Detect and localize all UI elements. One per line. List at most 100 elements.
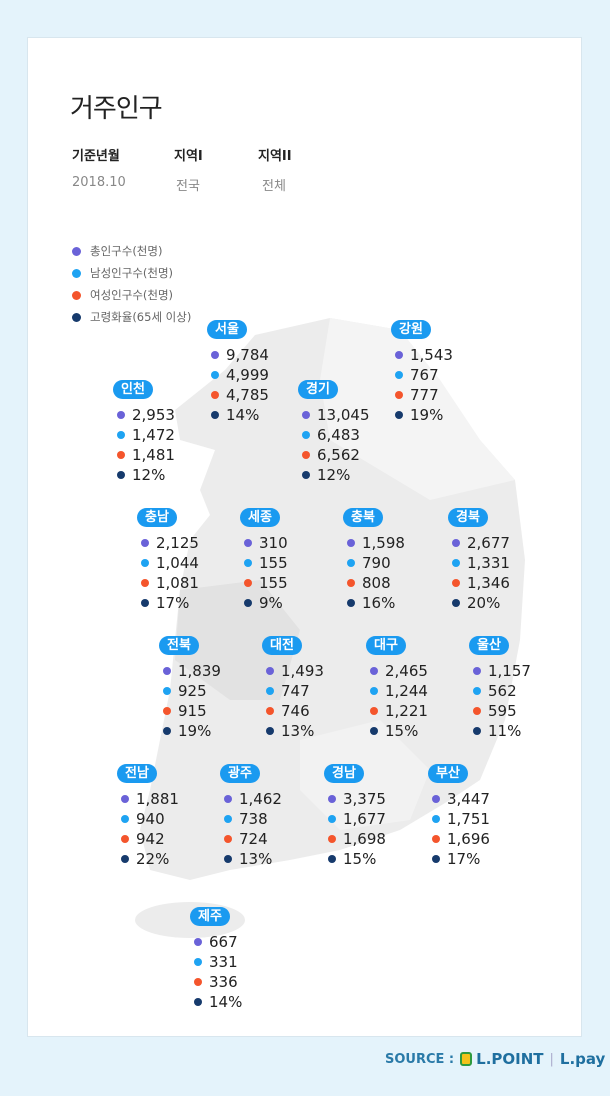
legend-elderly: 고령화율(65세 이상) bbox=[72, 306, 191, 328]
dot-icon bbox=[432, 795, 440, 803]
value-text: 1,221 bbox=[385, 702, 428, 720]
dot-icon bbox=[224, 835, 232, 843]
value-text: 13% bbox=[239, 850, 273, 868]
value-text: 155 bbox=[259, 574, 288, 592]
dot-icon bbox=[347, 539, 355, 547]
dot-icon bbox=[347, 559, 355, 567]
elderly-value: 13% bbox=[266, 721, 324, 741]
value-region2: 전체 bbox=[262, 179, 286, 194]
dot-icon bbox=[328, 835, 336, 843]
value-text: 595 bbox=[488, 702, 517, 720]
dot-icon bbox=[347, 579, 355, 587]
elderly-value: 20% bbox=[452, 593, 510, 613]
value-text: 2,953 bbox=[132, 406, 175, 424]
male-value: 1,044 bbox=[141, 553, 199, 573]
dot-icon bbox=[72, 312, 81, 322]
legend: 총인구수(천명) 남성인구수(천명) 여성인구수(천명) 고령화율(65세 이상… bbox=[72, 240, 191, 328]
male-value: 155 bbox=[244, 553, 288, 573]
total-value: 2,465 bbox=[370, 661, 428, 681]
total-value: 1,598 bbox=[347, 533, 405, 553]
elderly-value: 22% bbox=[121, 849, 179, 869]
region-badge: 전북 bbox=[159, 636, 199, 655]
value-text: 6,483 bbox=[317, 426, 360, 444]
male-value: 790 bbox=[347, 553, 405, 573]
male-value: 925 bbox=[163, 681, 221, 701]
region-15: 부산 3,447 1,751 1,696 17% bbox=[428, 762, 490, 869]
value-text: 2,125 bbox=[156, 534, 199, 552]
value-date: 2018.10 bbox=[72, 175, 126, 190]
dot-icon bbox=[224, 795, 232, 803]
total-value: 1,881 bbox=[121, 789, 179, 809]
dot-icon bbox=[452, 599, 460, 607]
dot-icon bbox=[194, 958, 202, 966]
dot-icon bbox=[117, 431, 125, 439]
region-2: 인천 2,953 1,472 1,481 12% bbox=[113, 378, 175, 485]
value-text: 14% bbox=[226, 406, 260, 424]
legend-total: 총인구수(천명) bbox=[72, 240, 191, 262]
dot-icon bbox=[452, 579, 460, 587]
elderly-value: 12% bbox=[302, 465, 370, 485]
dot-icon bbox=[211, 371, 219, 379]
dot-icon bbox=[163, 667, 171, 675]
total-value: 1,839 bbox=[163, 661, 221, 681]
dot-icon bbox=[211, 411, 219, 419]
male-value: 1,472 bbox=[117, 425, 175, 445]
dot-icon bbox=[194, 938, 202, 946]
dot-icon bbox=[370, 667, 378, 675]
value-text: 767 bbox=[410, 366, 439, 384]
dot-icon bbox=[395, 411, 403, 419]
dot-icon bbox=[266, 667, 274, 675]
dot-icon bbox=[117, 451, 125, 459]
dot-icon bbox=[302, 451, 310, 459]
dot-icon bbox=[302, 431, 310, 439]
dot-icon bbox=[121, 795, 129, 803]
legend-male: 남성인구수(천명) bbox=[72, 262, 191, 284]
region-badge: 인천 bbox=[113, 380, 153, 399]
elderly-value: 19% bbox=[395, 405, 453, 425]
value-text: 915 bbox=[178, 702, 207, 720]
value-text: 13,045 bbox=[317, 406, 370, 424]
total-value: 667 bbox=[194, 932, 242, 952]
dot-icon bbox=[473, 727, 481, 735]
dot-icon bbox=[141, 559, 149, 567]
header-region1: 지역I bbox=[174, 149, 203, 164]
elderly-value: 15% bbox=[370, 721, 428, 741]
value-text: 790 bbox=[362, 554, 391, 572]
female-value: 4,785 bbox=[211, 385, 269, 405]
female-value: 1,221 bbox=[370, 701, 428, 721]
region-8: 전북 1,839 925 915 19% bbox=[159, 634, 221, 741]
value-text: 1,677 bbox=[343, 810, 386, 828]
value-text: 1,481 bbox=[132, 446, 175, 464]
dot-icon bbox=[117, 471, 125, 479]
male-value: 4,999 bbox=[211, 365, 269, 385]
elderly-value: 17% bbox=[432, 849, 490, 869]
lpoint-logo-icon bbox=[460, 1052, 473, 1066]
male-value: 1,331 bbox=[452, 553, 510, 573]
dot-icon bbox=[244, 559, 252, 567]
female-value: 724 bbox=[224, 829, 282, 849]
region-0: 서울 9,784 4,999 4,785 14% bbox=[207, 318, 269, 425]
legend-female: 여성인구수(천명) bbox=[72, 284, 191, 306]
page-title: 거주인구 bbox=[70, 94, 163, 124]
value-text: 20% bbox=[467, 594, 501, 612]
value-text: 1,044 bbox=[156, 554, 199, 572]
dot-icon bbox=[266, 727, 274, 735]
dot-icon bbox=[395, 351, 403, 359]
region-13: 광주 1,462 738 724 13% bbox=[220, 762, 282, 869]
female-value: 777 bbox=[395, 385, 453, 405]
value-text: 15% bbox=[343, 850, 377, 868]
dot-icon bbox=[432, 855, 440, 863]
legend-label: 총인구수(천명) bbox=[90, 244, 163, 258]
dot-icon bbox=[72, 268, 81, 278]
value-text: 1,696 bbox=[447, 830, 490, 848]
dot-icon bbox=[211, 391, 219, 399]
value-text: 3,375 bbox=[343, 790, 386, 808]
dot-icon bbox=[163, 727, 171, 735]
male-value: 767 bbox=[395, 365, 453, 385]
dot-icon bbox=[452, 539, 460, 547]
total-value: 2,953 bbox=[117, 405, 175, 425]
dot-icon bbox=[473, 707, 481, 715]
value-text: 1,698 bbox=[343, 830, 386, 848]
total-value: 3,375 bbox=[328, 789, 386, 809]
value-text: 14% bbox=[209, 993, 243, 1011]
